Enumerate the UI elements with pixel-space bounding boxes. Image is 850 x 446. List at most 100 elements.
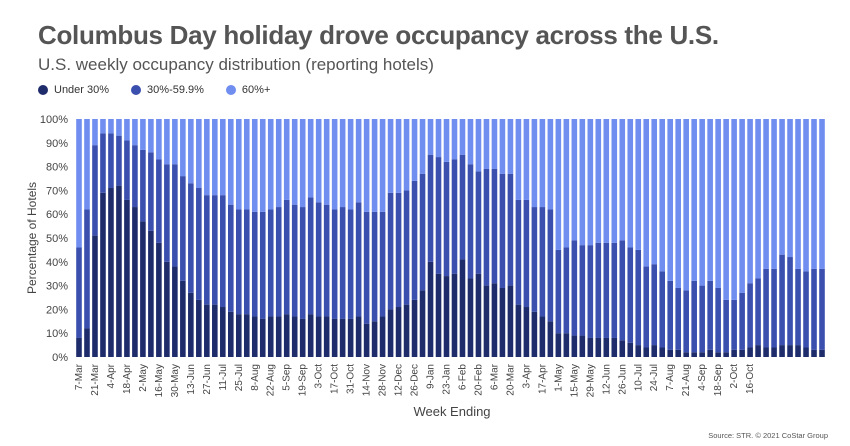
x-tick-label: 3-Apr [521, 363, 532, 388]
bar-segment-60-plus [579, 119, 586, 246]
bar-segment-60-plus [435, 119, 442, 158]
bar-segment-60-plus [803, 119, 809, 272]
bar-segment-60-plus [611, 119, 618, 243]
bar-segment-30-59 [243, 209, 250, 315]
bar-segment-under-30 [635, 345, 642, 357]
bar-segment-30-59 [579, 245, 586, 336]
bar-segment-60-plus [811, 119, 817, 269]
bar-segment-30-59 [283, 199, 290, 315]
bar-segment-under-30 [555, 333, 562, 357]
bar-segment-30-59 [379, 211, 386, 317]
bar-segment-30-59 [595, 242, 602, 338]
bar-segment-60-plus [164, 119, 170, 165]
bar-segment-under-30 [379, 316, 386, 357]
legend-item-under-30: Under 30% [38, 84, 109, 96]
bar-segment-30-59 [259, 211, 266, 319]
bar-segment-60-plus [531, 119, 538, 208]
bar-segment-30-59 [619, 240, 626, 341]
bar-segment-under-30 [691, 352, 697, 357]
bar-segment-30-59 [387, 192, 394, 310]
bar-segment-under-30 [76, 337, 82, 357]
bar-segment-under-30 [483, 285, 490, 357]
bar-segment-30-59 [707, 280, 713, 350]
bar-segment-30-59 [251, 211, 258, 317]
bar-segment-30-59 [771, 268, 777, 348]
bar-segment-under-30 [220, 307, 226, 357]
bar-segment-30-59 [659, 271, 666, 348]
x-tick-label: 25-Jul [234, 364, 245, 391]
x-tick-label: 17-Oct [330, 364, 341, 394]
bar-segment-under-30 [507, 285, 514, 357]
bar-segment-under-30 [315, 316, 322, 357]
bar-segment-30-59 [747, 283, 753, 348]
bar-segment-under-30 [699, 352, 705, 357]
x-tick-label: 2-May [138, 364, 149, 392]
bar-segment-60-plus [771, 119, 777, 269]
bar-segment-60-plus [459, 119, 466, 155]
bar-segment-60-plus [419, 119, 426, 174]
bar-segment-60-plus [755, 119, 761, 279]
bar-segment-30-59 [555, 249, 562, 334]
x-tick-label: 18-Apr [122, 363, 133, 394]
bar-segment-30-59 [683, 290, 689, 353]
bar-segment-under-30 [140, 221, 146, 357]
bar-segment-60-plus [116, 119, 122, 136]
x-tick-label: 30-May [170, 364, 181, 397]
x-tick-label: 2-Oct [729, 364, 740, 389]
y-tick-label: 30% [46, 281, 68, 293]
bar-segment-30-59 [228, 204, 234, 312]
bar-segment-60-plus [355, 119, 362, 203]
bar-segment-30-59 [739, 292, 745, 350]
bar-segment-30-59 [235, 209, 242, 315]
y-axis: 0% 10% 20% 30% 40% 50% 60% 70% 80% 90% 100% [40, 114, 68, 364]
bar-segment-60-plus [547, 119, 554, 210]
bar-segment-60-plus [84, 119, 90, 210]
bar-segment-30-59 [547, 209, 554, 322]
legend-swatch-30-59 [131, 85, 142, 95]
bar-segment-60-plus [379, 119, 386, 212]
chart-subtitle: U.S. weekly occupancy distribution (repo… [38, 55, 434, 74]
bar-segment-60-plus [371, 119, 378, 212]
bar-segment-60-plus [627, 119, 634, 248]
bar-segment-60-plus [76, 119, 82, 248]
bar-segment-30-59 [140, 149, 146, 222]
bar-segment-30-59 [571, 240, 578, 336]
bar-segment-60-plus [427, 119, 434, 155]
x-tick-label: 16-May [154, 364, 165, 397]
bar-segment-30-59 [331, 209, 338, 319]
bar-segment-60-plus [156, 119, 162, 160]
bar-segment-under-30 [148, 230, 154, 357]
bar-segment-under-30 [747, 347, 753, 357]
bar-segment-30-59 [603, 242, 610, 338]
x-tick-label: 24-Jul [649, 364, 660, 391]
bar-segment-60-plus [691, 119, 697, 281]
bar-segment-30-59 [811, 268, 817, 350]
bar-segment-under-30 [243, 314, 250, 357]
bar-segment-30-59 [427, 154, 434, 262]
bar-segment-30-59 [803, 271, 809, 348]
bar-segment-60-plus [259, 119, 266, 212]
x-tick-label: 3-Oct [314, 364, 325, 389]
bar-segment-30-59 [307, 197, 314, 315]
bar-segment-30-59 [347, 209, 354, 319]
bar-segment-60-plus [140, 119, 146, 150]
bar-segment-30-59 [172, 164, 178, 267]
bar-segment-under-30 [763, 347, 769, 357]
bar-segment-60-plus [323, 119, 330, 205]
x-tick-label: 8-Aug [250, 364, 261, 391]
bar-segment-under-30 [395, 307, 402, 357]
bar-segment-30-59 [76, 247, 82, 338]
bar-segment-under-30 [587, 337, 594, 357]
bar-segment-60-plus [339, 119, 346, 208]
x-tick-label: 23-Jan [442, 364, 453, 395]
bar-segment-60-plus [283, 119, 290, 200]
bar-segment-under-30 [267, 316, 274, 357]
x-tick-label: 20-Mar [505, 363, 516, 395]
bar-segment-30-59 [611, 242, 618, 338]
bar-segment-30-59 [435, 157, 442, 274]
bar-segment-60-plus [251, 119, 258, 212]
bar-segment-60-plus [315, 119, 322, 203]
bar-segment-60-plus [299, 119, 306, 208]
bar-segment-60-plus [395, 119, 402, 193]
bar-segment-60-plus [595, 119, 602, 243]
